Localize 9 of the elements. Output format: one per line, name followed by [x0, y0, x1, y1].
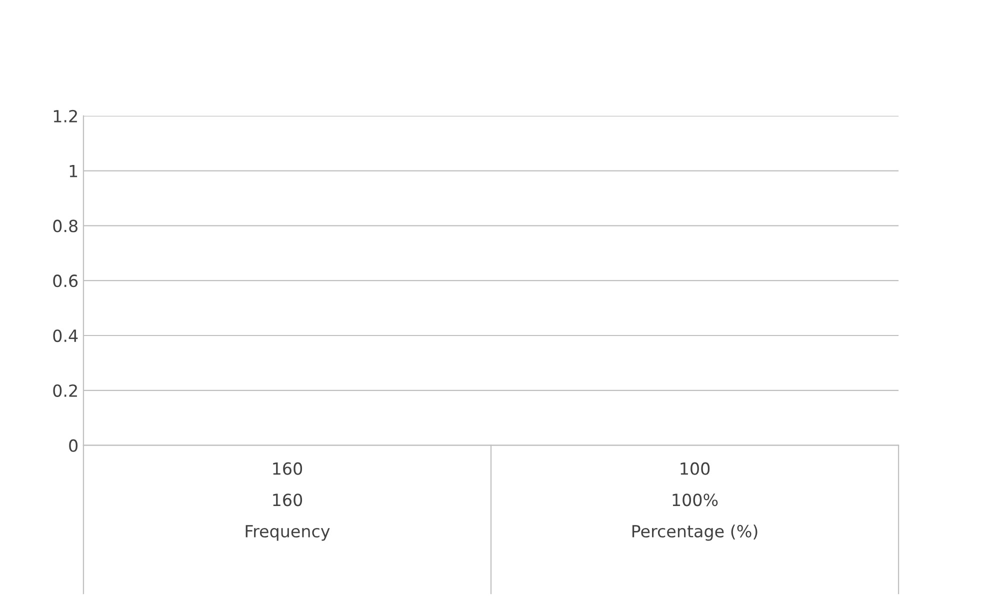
- y-tick-label: 0.4: [53, 329, 78, 342]
- y-tick-label: 0.8: [53, 220, 78, 232]
- y-tick-label: 0: [69, 439, 78, 452]
- y-tick-label: 1: [70, 164, 78, 178]
- x-tick-label: 100 100% Percentage (%): [632, 462, 758, 541]
- y-tick-label: 1.2: [54, 110, 77, 122]
- y-tick-label: 0.6: [53, 274, 78, 288]
- y-tick-label: 0.2: [53, 384, 77, 397]
- x-tick-label: 160 160 Frequency: [246, 462, 330, 541]
